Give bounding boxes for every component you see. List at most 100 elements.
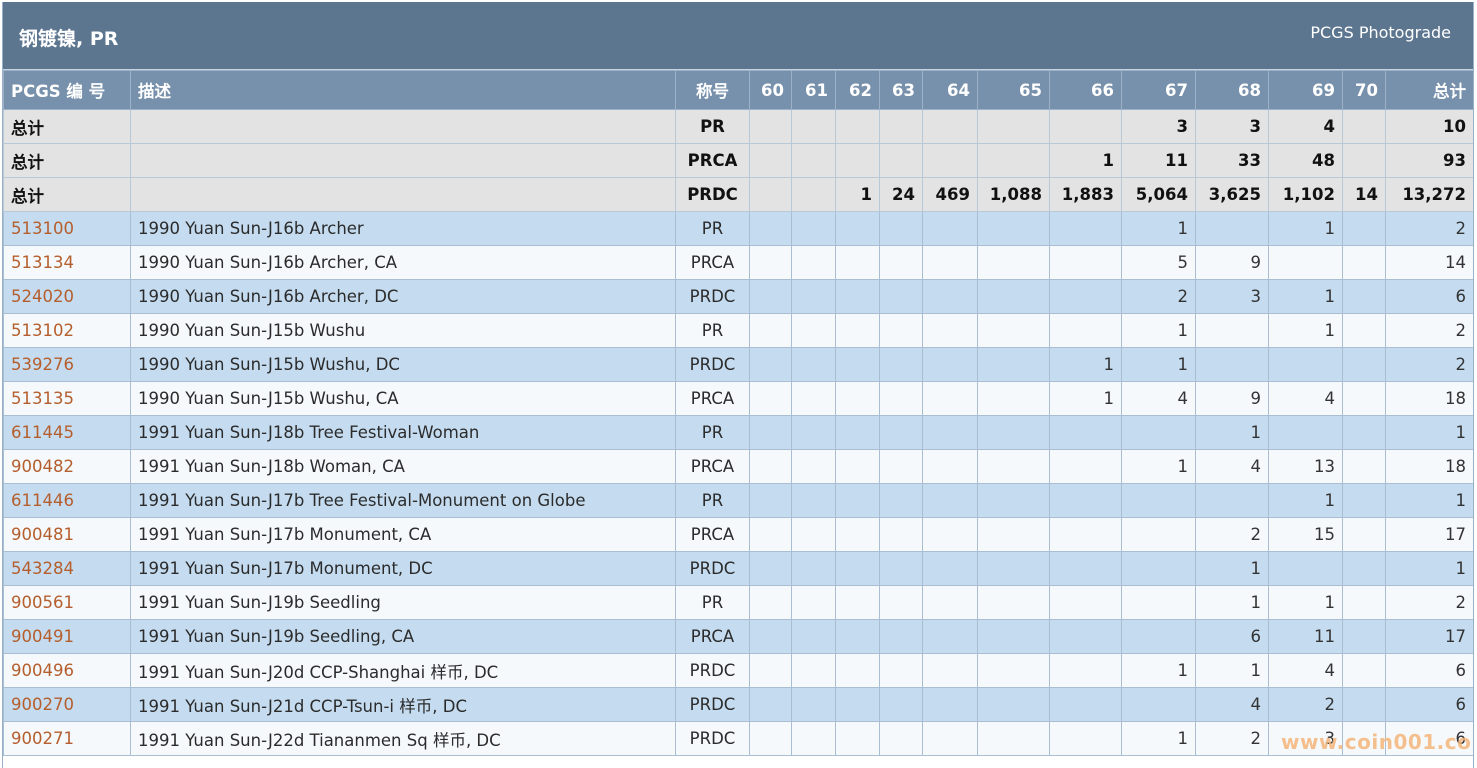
grade-70-count	[1342, 449, 1386, 484]
total-description-cell	[130, 177, 676, 212]
page-title: 钢镀镍, PR	[19, 28, 119, 50]
pcgs-number-link[interactable]: 513135	[3, 381, 131, 416]
total-grade-60	[749, 143, 792, 178]
total-grade-64	[922, 143, 978, 178]
grade-67-count: 2	[1121, 279, 1196, 314]
grade-70-count	[1342, 313, 1386, 348]
column-header-grade-61[interactable]: 61	[791, 70, 836, 110]
grade-63-count	[879, 585, 923, 620]
coin-description: 1990 Yuan Sun-J16b Archer	[130, 211, 676, 246]
table-row: 543284 1991 Yuan Sun-J17b Monument, DC PRD…	[3, 551, 1473, 586]
grade-66-count	[1049, 653, 1122, 688]
row-total: 17	[1385, 517, 1473, 552]
column-header-grade-67[interactable]: 67	[1121, 70, 1196, 110]
pcgs-number-link[interactable]: 900270	[3, 687, 131, 722]
column-header-grade-65[interactable]: 65	[977, 70, 1050, 110]
pcgs-number-link[interactable]: 513134	[3, 245, 131, 280]
grade-69-count: 11	[1268, 619, 1343, 654]
column-header-description[interactable]: 描述	[130, 70, 676, 110]
table-row: 900271 1991 Yuan Sun-J22d Tiananmen Sq 样币…	[3, 721, 1473, 756]
grade-60-count	[749, 211, 792, 246]
table-row: 524020 1990 Yuan Sun-J16b Archer, DC PRDC 2…	[3, 279, 1473, 314]
grade-65-count	[977, 551, 1050, 586]
grade-61-count	[791, 653, 836, 688]
column-header-designation[interactable]: 称号	[675, 70, 750, 110]
coin-designation: PR	[675, 211, 750, 246]
pcgs-number-link[interactable]: 900481	[3, 517, 131, 552]
grade-61-count	[791, 245, 836, 280]
grade-67-count: 1	[1121, 449, 1196, 484]
pcgs-number-link[interactable]: 611446	[3, 483, 131, 518]
pcgs-number-link[interactable]: 611445	[3, 415, 131, 450]
column-header-grade-68[interactable]: 68	[1195, 70, 1269, 110]
pcgs-number-link[interactable]: 539276	[3, 347, 131, 382]
grade-60-count	[749, 483, 792, 518]
total-grade-61	[791, 109, 836, 144]
grade-66-count: 1	[1049, 381, 1122, 416]
coin-description: 1990 Yuan Sun-J16b Archer, DC	[130, 279, 676, 314]
grade-68-count: 1	[1195, 415, 1269, 450]
column-header-grade-60[interactable]: 60	[749, 70, 792, 110]
pcgs-number-link[interactable]: 900482	[3, 449, 131, 484]
grade-61-count	[791, 687, 836, 722]
grade-70-count	[1342, 585, 1386, 620]
coin-designation: PR	[675, 313, 750, 348]
grade-62-count	[835, 517, 880, 552]
coin-designation: PRDC	[675, 687, 750, 722]
grade-65-count	[977, 653, 1050, 688]
grade-61-count	[791, 279, 836, 314]
grade-67-count: 1	[1121, 313, 1196, 348]
grade-64-count	[922, 211, 978, 246]
pcgs-number-link[interactable]: 543284	[3, 551, 131, 586]
grade-60-count	[749, 415, 792, 450]
coin-designation: PR	[675, 483, 750, 518]
grade-64-count	[922, 653, 978, 688]
pcgs-number-link[interactable]: 900496	[3, 653, 131, 688]
grade-64-count	[922, 415, 978, 450]
row-total: 1	[1385, 551, 1473, 586]
column-header-grade-63[interactable]: 63	[879, 70, 923, 110]
grade-62-count	[835, 449, 880, 484]
row-total: 1	[1385, 483, 1473, 518]
pcgs-number-link[interactable]: 513102	[3, 313, 131, 348]
table-row: 513134 1990 Yuan Sun-J16b Archer, CA PRCA 5…	[3, 245, 1473, 280]
column-header-grade-69[interactable]: 69	[1268, 70, 1343, 110]
pcgs-number-link[interactable]: 513100	[3, 211, 131, 246]
total-grade-63: 24	[879, 177, 923, 212]
grade-61-count	[791, 585, 836, 620]
pcgs-number-link[interactable]: 900561	[3, 585, 131, 620]
coin-description: 1990 Yuan Sun-J16b Archer, CA	[130, 245, 676, 280]
coin-rows-section: 513100 1990 Yuan Sun-J16b Archer PR 1 1 2 5131…	[3, 211, 1473, 756]
total-grade-65	[977, 143, 1050, 178]
coin-description: 1991 Yuan Sun-J20d CCP-Shanghai 样币, DC	[130, 653, 676, 688]
pcgs-number-link[interactable]: 524020	[3, 279, 131, 314]
grade-70-count	[1342, 245, 1386, 280]
coin-designation: PRDC	[675, 347, 750, 382]
grade-62-count	[835, 653, 880, 688]
column-header-grade-70[interactable]: 70	[1342, 70, 1386, 110]
column-header-grade-66[interactable]: 66	[1049, 70, 1122, 110]
grade-63-count	[879, 449, 923, 484]
grade-60-count	[749, 687, 792, 722]
column-header-pcgs-number[interactable]: PCGS 编 号	[3, 70, 131, 110]
grade-60-count	[749, 517, 792, 552]
total-grade-63	[879, 143, 923, 178]
column-header-grade-64[interactable]: 64	[922, 70, 978, 110]
grade-67-count: 1	[1121, 653, 1196, 688]
pcgs-number-link[interactable]: 900271	[3, 721, 131, 756]
coin-description: 1991 Yuan Sun-J19b Seedling	[130, 585, 676, 620]
column-header-grade-62[interactable]: 62	[835, 70, 880, 110]
table-header-row: PCGS 编 号 描述 称号 60 61 62 63 64 65 66 67 6…	[3, 70, 1473, 110]
grade-69-count	[1268, 347, 1343, 382]
column-header-total[interactable]: 总计	[1385, 70, 1473, 110]
grade-67-count	[1121, 483, 1196, 518]
total-row: 总计 PRDC 1 24 469 1,088 1,883 5,064 3,625 1,102 14 1…	[3, 177, 1473, 212]
grade-60-count	[749, 245, 792, 280]
grade-67-count	[1121, 551, 1196, 586]
row-total: 6	[1385, 653, 1473, 688]
total-grade-69: 48	[1268, 143, 1343, 178]
row-total: 6	[1385, 279, 1473, 314]
coin-designation: PRCA	[675, 619, 750, 654]
pcgs-number-link[interactable]: 900491	[3, 619, 131, 654]
